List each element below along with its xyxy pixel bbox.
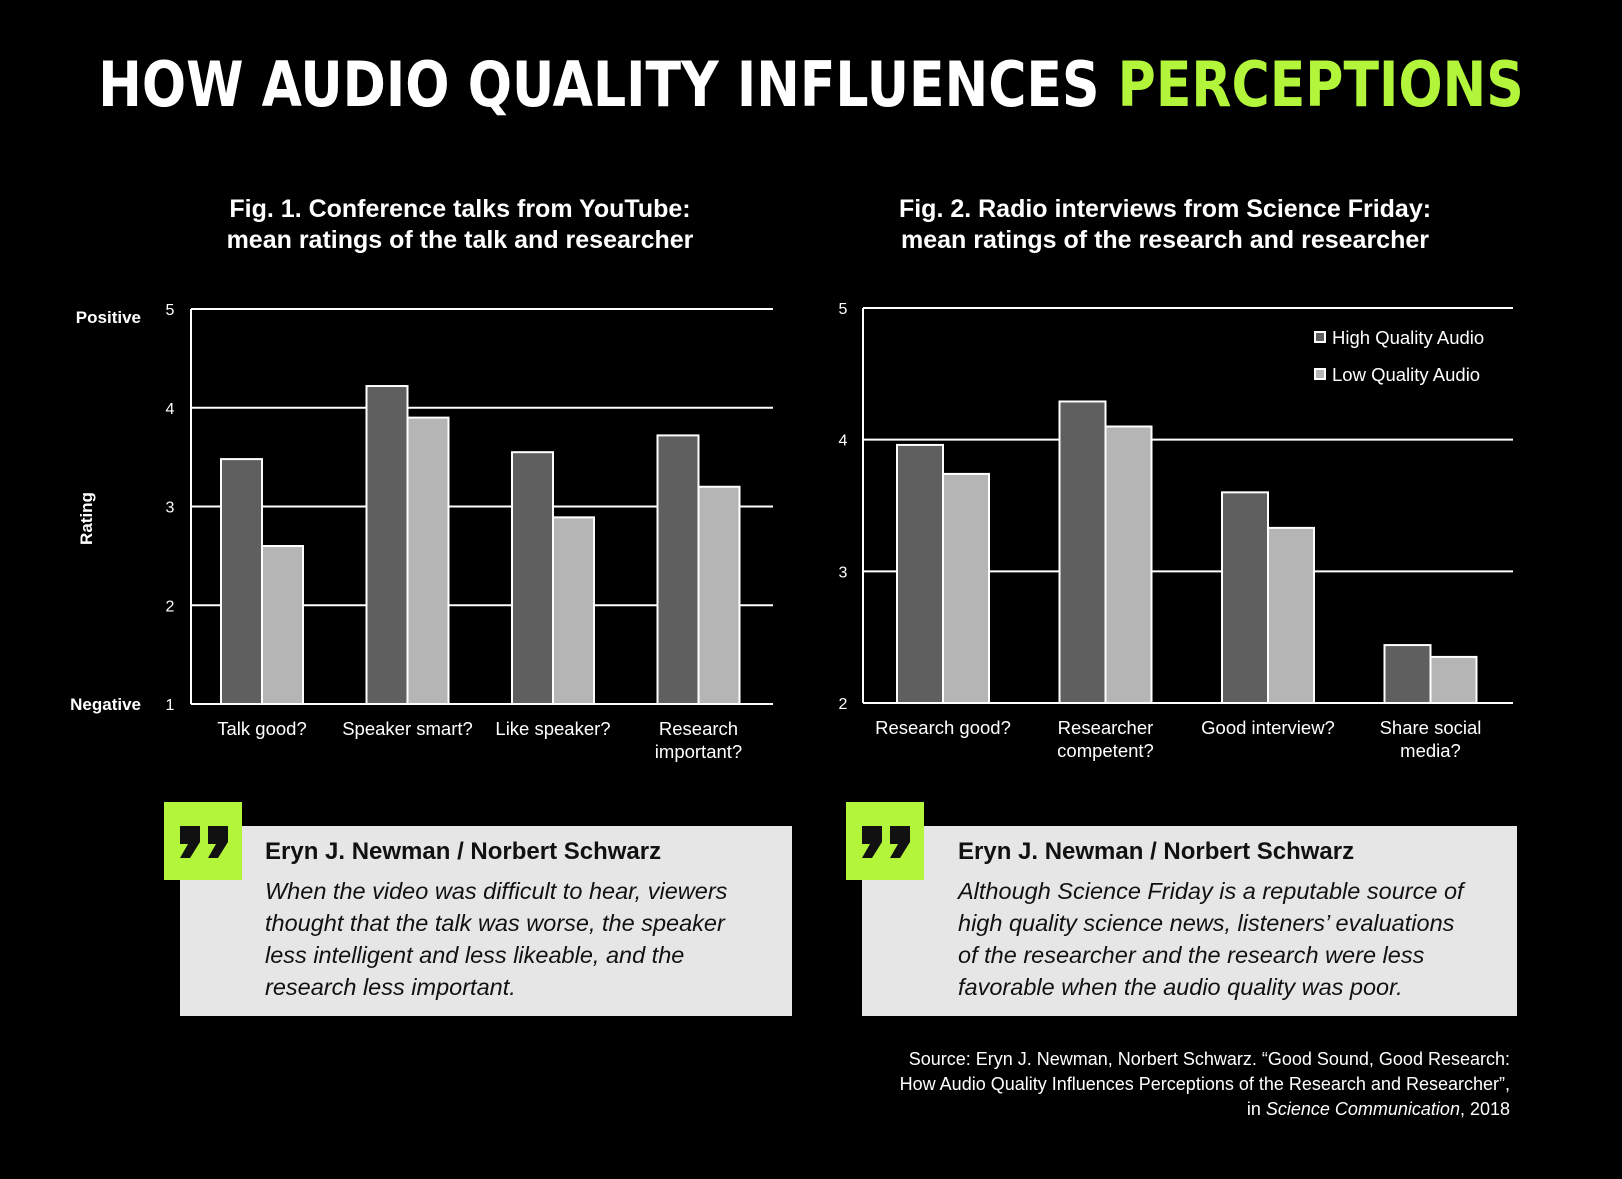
fig1-category-label: Talk good? — [217, 718, 306, 739]
quote-mark-1 — [164, 802, 242, 880]
fig2-ytick-label: 4 — [839, 433, 848, 450]
fig2-title: Fig. 2. Radio interviews from Science Fr… — [835, 194, 1495, 256]
fig2-legend-label: Low Quality Audio — [1332, 364, 1480, 385]
fig1-ytick-label: 3 — [166, 500, 175, 517]
source-journal: Science Communication — [1265, 1099, 1460, 1119]
fig1-bar — [552, 516, 595, 705]
fig1-ytick-label: 2 — [166, 598, 175, 615]
source-line-3-prefix: in — [1246, 1099, 1266, 1119]
fig1-bar — [406, 416, 450, 705]
quote-author-2: Eryn J. Newman / Norbert Schwarz — [958, 838, 1355, 865]
source-line-3: in Science Communication, 2018 — [900, 1097, 1510, 1122]
fig2-ytick-label: 3 — [839, 564, 848, 581]
quote-1-line-1: When the video was difficult to hear, vi… — [265, 878, 728, 904]
fig2-bar — [1104, 425, 1153, 704]
fig2-bar — [1429, 655, 1478, 705]
fig2-category-label: Research good? — [875, 717, 1011, 738]
fig1-ytick-label: 5 — [166, 302, 175, 319]
quotation-mark-icon — [180, 826, 228, 858]
quote-box-2 — [862, 826, 1517, 1016]
fig2-ytick-label: 5 — [839, 301, 848, 318]
fig1-bar — [220, 458, 263, 705]
page-headline: HOW AUDIO QUALITY INFLUENCES PERCEPTIONS — [97, 48, 1525, 121]
fig2-ytick-label: 2 — [839, 696, 848, 713]
fig2-bar — [1221, 491, 1269, 705]
fig1-category-label: Research — [659, 718, 738, 739]
fig2-bar — [1267, 526, 1315, 705]
fig1-ytick-label: 4 — [166, 401, 175, 418]
fig1-ylabel-negative: Negative — [70, 695, 141, 714]
quote-1-line-3: less intelligent and less likeable, and … — [265, 942, 685, 968]
fig2-category-label: Share social — [1380, 717, 1482, 738]
fig1-title: Fig. 1. Conference talks from YouTube: m… — [160, 194, 760, 256]
fig1-category-label: Speaker smart? — [342, 718, 473, 739]
fig1-bar — [697, 485, 741, 705]
fig2-category-label: media? — [1400, 740, 1461, 761]
fig1-category-label: Like speaker? — [495, 718, 610, 739]
quote-2-line-1: Although Science Friday is a reputable s… — [958, 878, 1464, 904]
fig1-ytick-label: 1 — [166, 697, 175, 714]
fig1-bar — [261, 545, 304, 705]
quote-2-line-4: favorable when the audio quality was poo… — [958, 974, 1403, 1000]
quote-2-line-3: of the researcher and the research were … — [958, 942, 1425, 968]
fig1-bar — [511, 451, 554, 705]
fig1-title-line2: mean ratings of the talk and researcher — [226, 226, 694, 254]
fig1-title-line1: Fig. 1. Conference talks from YouTube: — [229, 195, 691, 223]
fig2-title-line1: Fig. 2. Radio interviews from Science Fr… — [898, 195, 1432, 223]
quote-mark-2 — [846, 802, 924, 880]
quote-text-1: When the video was difficult to hear, vi… — [265, 875, 727, 1003]
fig2-bar — [1383, 644, 1432, 704]
fig2-legend-swatch — [1314, 331, 1326, 343]
quotation-mark-icon — [862, 826, 910, 858]
quote-2-line-2: high quality science news, listeners’ ev… — [958, 910, 1455, 936]
fig2-bar — [1058, 400, 1107, 704]
source-line-2: How Audio Quality Influences Perceptions… — [899, 1074, 1510, 1094]
fig2-legend-swatch — [1314, 368, 1326, 380]
fig1-bar — [365, 385, 409, 705]
quote-1-line-4: research less important. — [265, 974, 516, 1000]
headline-main: HOW AUDIO QUALITY INFLUENCES — [98, 48, 1100, 121]
fig2-category-label: Researcher — [1058, 717, 1154, 738]
source-line-1: Source: Eryn J. Newman, Norbert Schwarz.… — [908, 1049, 1510, 1069]
quote-author-1: Eryn J. Newman / Norbert Schwarz — [265, 838, 662, 865]
fig2-title-line2: mean ratings of the research and researc… — [900, 226, 1429, 254]
fig2-category-label: Good interview? — [1201, 717, 1335, 738]
fig2-legend-label: High Quality Audio — [1332, 327, 1484, 348]
source-line-3-suffix: , 2018 — [1459, 1099, 1510, 1119]
headline-accent: PERCEPTIONS — [1117, 48, 1524, 121]
source-citation: Source: Eryn J. Newman, Norbert Schwarz.… — [900, 1047, 1510, 1122]
fig1-ylabel: Rating — [77, 492, 96, 545]
quote-text-2: Although Science Friday is a reputable s… — [958, 875, 1464, 1003]
quote-box-1 — [180, 826, 792, 1016]
fig2-bar — [896, 443, 944, 704]
fig1-ylabel-positive: Positive — [76, 308, 141, 327]
fig2-bar — [942, 472, 990, 704]
fig2-category-label: competent? — [1057, 740, 1154, 761]
fig1-category-label: important? — [655, 741, 742, 762]
quote-1-line-2: thought that the talk was worse, the spe… — [265, 910, 725, 936]
